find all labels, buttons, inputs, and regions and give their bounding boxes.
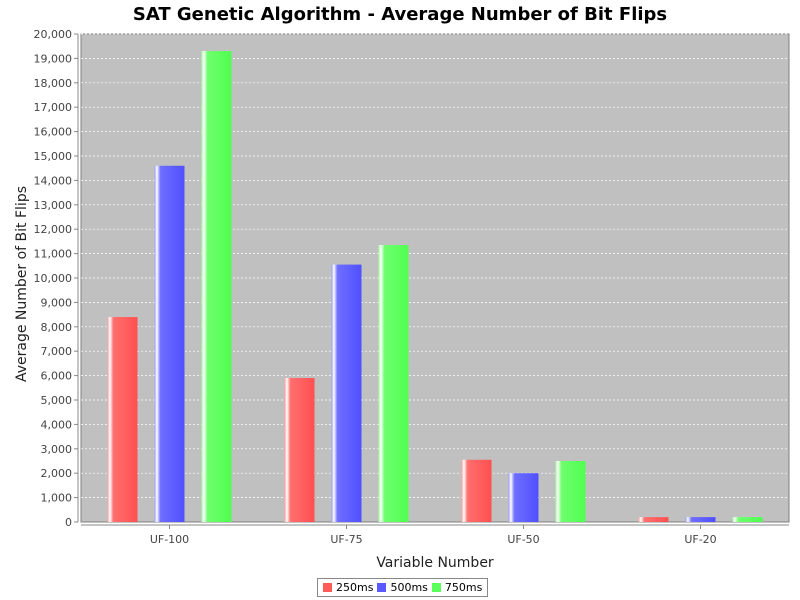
legend-swatch-250ms [323, 583, 332, 592]
legend-label-250ms: 250ms [336, 581, 374, 594]
grid-lines [81, 33, 789, 498]
y-tick-label: 18,000 [34, 77, 73, 90]
y-tick-label: 2,000 [41, 467, 73, 480]
y-tick-label: 0 [65, 516, 72, 529]
x-tick-label: UF-50 [507, 533, 539, 546]
y-tick-label: 4,000 [41, 418, 73, 431]
bar-500ms-UF-50 [508, 473, 539, 522]
x-tick-label: UF-20 [684, 533, 716, 546]
y-tick-label: 19,000 [34, 52, 73, 65]
y-tick-label: 5,000 [41, 394, 73, 407]
legend-swatch-500ms [377, 583, 387, 592]
y-tick-label: 8,000 [41, 321, 73, 334]
bar-250ms-UF-50 [461, 459, 492, 522]
legend-item-500ms: 500ms [377, 581, 428, 594]
y-tick-label: 17,000 [34, 101, 73, 114]
x-tick-label: UF-75 [330, 533, 362, 546]
bar-750ms-UF-75 [378, 245, 409, 522]
bar-750ms-UF-50 [555, 461, 586, 522]
bar-250ms-UF-100 [107, 317, 138, 522]
y-tick-label: 9,000 [41, 296, 73, 309]
y-tick-label: 1,000 [41, 492, 73, 505]
x-tick-label: UF-100 [150, 533, 189, 546]
y-tick-label: 12,000 [34, 223, 73, 236]
legend-item-750ms: 750ms [431, 581, 483, 594]
y-tick-label: 20,000 [34, 28, 73, 41]
bar-500ms-UF-75 [331, 264, 362, 522]
y-tick-label: 11,000 [34, 248, 73, 261]
x-axis-title: Variable Number [376, 555, 494, 571]
bar-250ms-UF-75 [284, 378, 315, 522]
y-tick-label: 3,000 [41, 443, 73, 456]
y-tick-label: 6,000 [41, 370, 73, 383]
bars [107, 51, 763, 522]
bar-750ms-UF-100 [201, 51, 232, 522]
legend-item-250ms: 250ms [323, 581, 373, 594]
y-tick-label: 13,000 [34, 199, 73, 212]
chart-title: SAT Genetic Algorithm - Average Number o… [132, 4, 668, 25]
bar-750ms-UF-20 [732, 517, 763, 522]
y-tick-label: 10,000 [34, 272, 73, 285]
y-tick-label: 7,000 [41, 345, 73, 358]
legend: 250ms 500ms 750ms [317, 578, 489, 597]
legend-label-500ms: 500ms [390, 581, 428, 594]
y-tick-label: 15,000 [34, 150, 73, 163]
y-axis-title: Average Number of Bit Flips [14, 186, 30, 382]
axes: 0 1,000 2,000 3,000 4,000 5,000 6,000 7,000 8,00… [34, 28, 789, 546]
bar-500ms-UF-20 [685, 517, 716, 522]
bar-250ms-UF-20 [638, 517, 669, 522]
y-tick-label: 16,000 [34, 126, 73, 139]
legend-swatch-750ms [431, 583, 441, 592]
legend-label-750ms: 750ms [444, 581, 483, 594]
y-tick-label: 14,000 [34, 174, 73, 187]
bar-500ms-UF-100 [154, 165, 185, 522]
